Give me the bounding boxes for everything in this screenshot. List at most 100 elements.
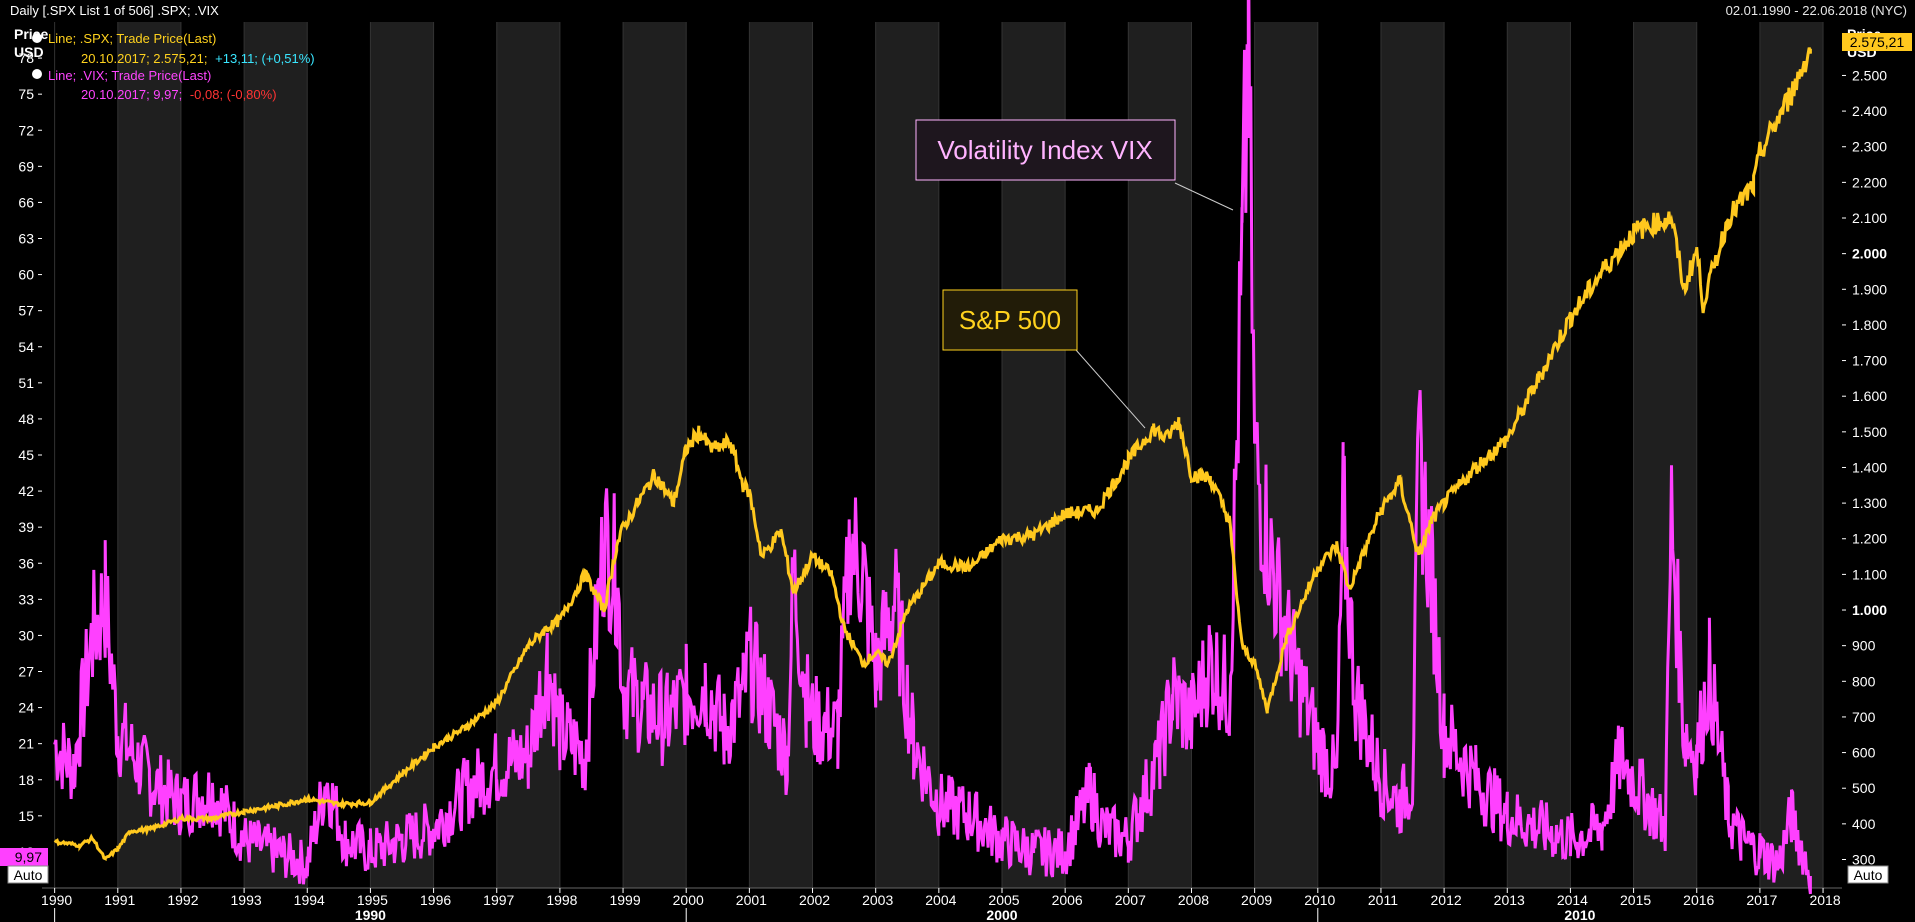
- auto-left-label: Auto: [14, 867, 43, 883]
- x-tick-label: 2011: [1368, 892, 1398, 908]
- legend: Line; .SPX; Trade Price(Last) 20.10.2017…: [32, 31, 315, 102]
- spx-series-line: [53, 47, 1812, 861]
- right-tick-label: 900: [1852, 638, 1876, 654]
- right-tick-label: 2.500: [1852, 67, 1887, 83]
- year-band: [244, 22, 308, 888]
- clock-icon: [32, 69, 42, 79]
- x-tick-label: 2009: [1241, 892, 1272, 908]
- right-tick-label: 1.400: [1852, 459, 1887, 475]
- spx-last-price: 2.575,21: [1850, 34, 1905, 50]
- left-tick-label: 24: [18, 700, 34, 716]
- left-tick-label: 33: [18, 591, 34, 607]
- vix-last-price: 9,97: [15, 849, 42, 865]
- left-tick-label: 30: [18, 627, 34, 643]
- left-tick-label: 48: [18, 411, 34, 427]
- left-tick-label: 69: [18, 158, 34, 174]
- x-tick-label: 2010: [1304, 892, 1335, 908]
- left-tick-label: 27: [18, 664, 34, 680]
- date-range: 02.01.1990 - 22.06.2018 (NYC): [1725, 3, 1907, 18]
- left-tick-label: 45: [18, 447, 34, 463]
- x-tick-label: 2014: [1557, 892, 1588, 908]
- right-tick-label: 1.700: [1852, 353, 1887, 369]
- year-band: [1254, 22, 1318, 888]
- x-tick-label: 2006: [1052, 892, 1083, 908]
- right-tick-label: 1.000: [1852, 602, 1887, 618]
- right-tick-label: 1.100: [1852, 566, 1887, 582]
- right-tick-label: 1.500: [1852, 424, 1887, 440]
- right-tick-label: 300: [1852, 851, 1876, 867]
- left-tick-label: 18: [18, 772, 34, 788]
- right-tick-label: 2.100: [1852, 210, 1887, 226]
- x-tick-label: 2008: [1178, 892, 1209, 908]
- auto-right-label: Auto: [1854, 867, 1883, 883]
- vix-annotation: Volatility Index VIX: [915, 119, 1234, 211]
- x-tick-label: 2018: [1809, 892, 1840, 908]
- x-tick-label: 1992: [167, 892, 198, 908]
- right-tick-label: 2.000: [1852, 246, 1887, 262]
- right-tick-label: 1.800: [1852, 317, 1887, 333]
- x-tick-label: 2002: [799, 892, 830, 908]
- chart-title: Daily [.SPX List 1 of 506] .SPX; .VIX: [10, 3, 219, 18]
- x-tick-label: 2000: [673, 892, 704, 908]
- auto-scale-left-button[interactable]: Auto: [7, 865, 49, 884]
- left-tick-label: 57: [18, 303, 34, 319]
- legend-spx-line: Line; .SPX; Trade Price(Last): [48, 31, 216, 46]
- x-major-tick-label: 2000: [986, 907, 1017, 922]
- legend-spx-date-value: 20.10.2017; 2.575,21;: [81, 51, 208, 66]
- x-tick-label: 2016: [1683, 892, 1714, 908]
- x-tick-label: 1996: [420, 892, 451, 908]
- right-tick-label: 1.300: [1852, 495, 1887, 511]
- vix-annotation-label: Volatility Index VIX: [937, 135, 1152, 165]
- left-tick-label: 75: [18, 86, 34, 102]
- x-tick-label: 2004: [925, 892, 956, 908]
- left-tick-label: 66: [18, 194, 34, 210]
- x-tick-label: 1999: [609, 892, 640, 908]
- legend-vix-value: 20.10.2017; 9,97; -0,08; (-0,80%): [81, 87, 277, 102]
- x-tick-label: 1993: [231, 892, 262, 908]
- left-tick-label: 36: [18, 555, 34, 571]
- x-tick-label: 2005: [988, 892, 1019, 908]
- left-tick-label: 39: [18, 519, 34, 535]
- x-tick-label: 2015: [1620, 892, 1651, 908]
- right-tick-label: 1.200: [1852, 531, 1887, 547]
- auto-scale-right-button[interactable]: Auto: [1847, 865, 1889, 884]
- legend-vix-date-value: 20.10.2017; 9,97;: [81, 87, 182, 102]
- x-major-tick-label: 1990: [355, 907, 386, 922]
- legend-spx-change: +13,11; (+0,51%): [215, 51, 315, 66]
- x-tick-label: 1990: [41, 892, 72, 908]
- right-tick-label: 2.400: [1852, 103, 1887, 119]
- left-tick-label: 54: [18, 339, 34, 355]
- x-tick-label: 1991: [104, 892, 135, 908]
- right-tick-label: 700: [1852, 709, 1876, 725]
- year-band: [370, 22, 434, 888]
- left-axis: 1215182124273033363942454851545760636669…: [18, 50, 42, 860]
- right-tick-label: 1.600: [1852, 388, 1887, 404]
- vix-last-price-badge: 9,97: [0, 848, 48, 866]
- x-tick-label: 1995: [357, 892, 388, 908]
- left-tick-label: 60: [18, 267, 34, 283]
- spx-annotation: S&P 500: [942, 289, 1146, 429]
- right-axis: 300 400 500 600 700 800 900 1.000 1.100 1.200 1.30…: [1842, 67, 1887, 867]
- right-tick-label: 600: [1852, 745, 1876, 761]
- left-tick-label: 78: [18, 50, 34, 66]
- legend-vix-change: -0,08; (-0,80%): [190, 87, 277, 102]
- right-tick-label: 400: [1852, 816, 1876, 832]
- x-tick-label: 2003: [862, 892, 893, 908]
- right-tick-label: 800: [1852, 673, 1876, 689]
- left-tick-label: 51: [18, 375, 34, 391]
- year-band: [117, 22, 181, 888]
- legend-spx-value: 20.10.2017; 2.575,21; +13,11; (+0,51%): [81, 51, 315, 66]
- x-tick-label: 2007: [1115, 892, 1146, 908]
- left-axis-label-usd: USD: [14, 44, 44, 60]
- left-tick-label: 72: [18, 122, 34, 138]
- clock-icon: [32, 33, 42, 43]
- x-tick-label: 2012: [1431, 892, 1462, 908]
- x-tick-label: 2013: [1494, 892, 1525, 908]
- spx-last-price-badge: 2.575,21: [1842, 33, 1912, 51]
- x-tick-label: 2001: [736, 892, 767, 908]
- left-tick-label: 42: [18, 483, 34, 499]
- right-tick-label: 1.900: [1852, 281, 1887, 297]
- right-tick-label: 2.300: [1852, 139, 1887, 155]
- x-tick-label: 1998: [546, 892, 577, 908]
